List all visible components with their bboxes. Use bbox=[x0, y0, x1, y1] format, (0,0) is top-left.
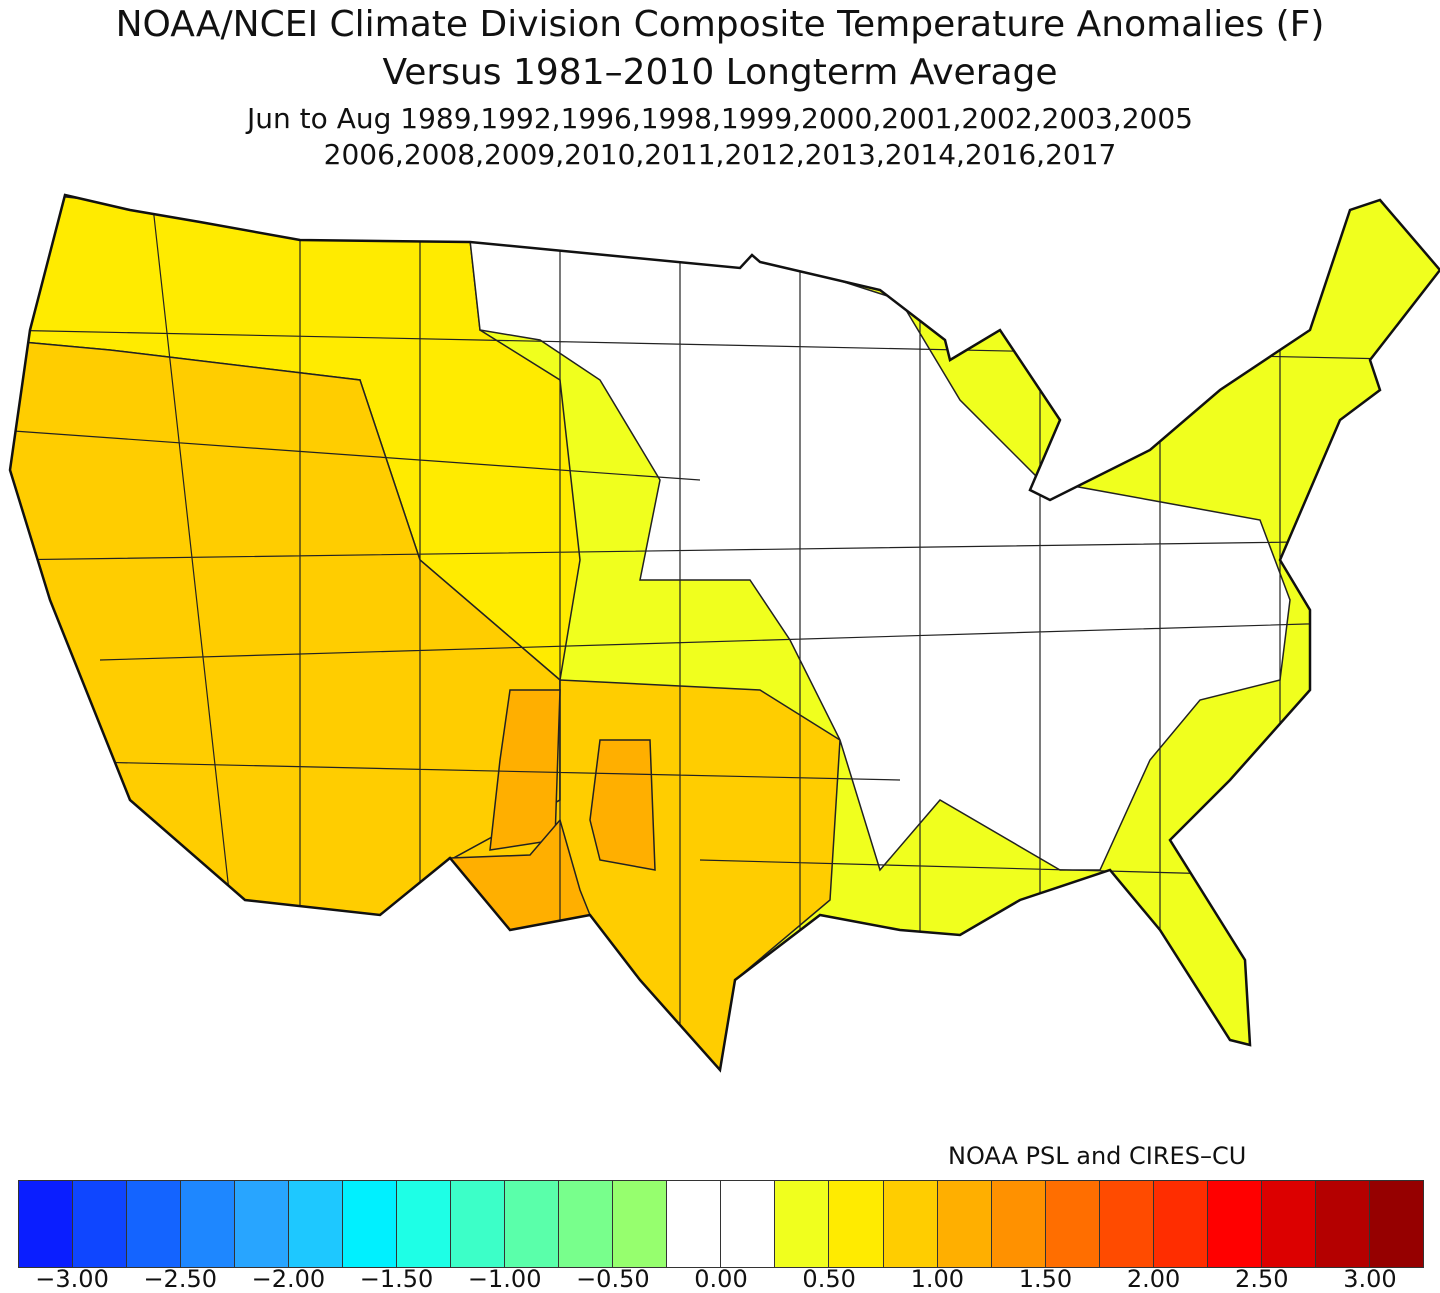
colorbar-swatch bbox=[1207, 1181, 1262, 1267]
colorbar-swatch bbox=[235, 1181, 290, 1267]
colorbar-swatch bbox=[829, 1181, 884, 1267]
us-climate-division-map bbox=[8, 193, 1440, 1072]
colorbar-tick-label: −1.00 bbox=[467, 1265, 542, 1293]
colorbar-tick-label: −1.50 bbox=[359, 1265, 434, 1293]
colorbar-tick-label: 2.50 bbox=[1235, 1265, 1289, 1293]
colorbar-swatch bbox=[289, 1181, 344, 1267]
credit-label: NOAA PSL and CIRES–CU bbox=[948, 1142, 1247, 1170]
chart-subtitle: Versus 1981–2010 Longterm Average bbox=[382, 52, 1058, 93]
colorbar-tick-label: 0.00 bbox=[694, 1265, 748, 1293]
colorbar-swatch bbox=[1045, 1181, 1100, 1267]
colorbar-swatch bbox=[181, 1181, 236, 1267]
colorbar-swatch bbox=[505, 1181, 560, 1267]
colorbar-tick-label: −2.50 bbox=[143, 1265, 217, 1293]
region-orange-nm bbox=[489, 689, 561, 851]
colorbar-swatch bbox=[613, 1181, 668, 1267]
colorbar-swatch bbox=[73, 1181, 128, 1267]
colorbar-swatch bbox=[451, 1181, 506, 1267]
colorbar-swatch bbox=[19, 1181, 74, 1267]
period-years-line1: Jun to Aug 1989,1992,1996,1998,1999,2000… bbox=[247, 102, 1193, 135]
colorbar-swatch bbox=[1261, 1181, 1316, 1267]
colorbar-swatch bbox=[127, 1181, 182, 1267]
colorbar-tick-label: 1.00 bbox=[910, 1265, 965, 1293]
colorbar-tick-label: −2.00 bbox=[251, 1265, 326, 1293]
colorbar-swatch bbox=[343, 1181, 398, 1267]
division-boundaries bbox=[10, 195, 1440, 1070]
colorbar-swatch bbox=[1153, 1181, 1208, 1267]
colorbar-swatch bbox=[559, 1181, 614, 1267]
colorbar-swatch bbox=[883, 1181, 938, 1267]
colorbar-swatch bbox=[1369, 1181, 1423, 1267]
colorbar-tick-label: −3.00 bbox=[35, 1265, 109, 1293]
colorbar-tick-label: −0.50 bbox=[576, 1265, 650, 1293]
colorbar-tick-label: 2.00 bbox=[1126, 1265, 1181, 1293]
colorbar-swatch bbox=[991, 1181, 1046, 1267]
colorbar-swatch bbox=[397, 1181, 452, 1267]
colorbar-tick-label: 3.00 bbox=[1343, 1265, 1397, 1293]
colorbar-tick-label: 0.50 bbox=[802, 1265, 856, 1293]
colorbar-swatch bbox=[1315, 1181, 1370, 1267]
region-orange-tx-central bbox=[589, 739, 656, 871]
colorbar-swatch bbox=[1099, 1181, 1154, 1267]
colorbar-swatch bbox=[775, 1181, 830, 1267]
chart-title: NOAA/NCEI Climate Division Composite Tem… bbox=[115, 4, 1325, 45]
colorbar-tick-label: 1.50 bbox=[1018, 1265, 1073, 1293]
period-years-line2: 2006,2008,2009,2010,2011,2012,2013,2014,… bbox=[323, 138, 1117, 171]
colorbar-swatch bbox=[937, 1181, 992, 1267]
colorbar-swatch bbox=[667, 1181, 722, 1267]
colorbar bbox=[18, 1180, 1424, 1268]
colorbar-swatch bbox=[721, 1181, 776, 1267]
